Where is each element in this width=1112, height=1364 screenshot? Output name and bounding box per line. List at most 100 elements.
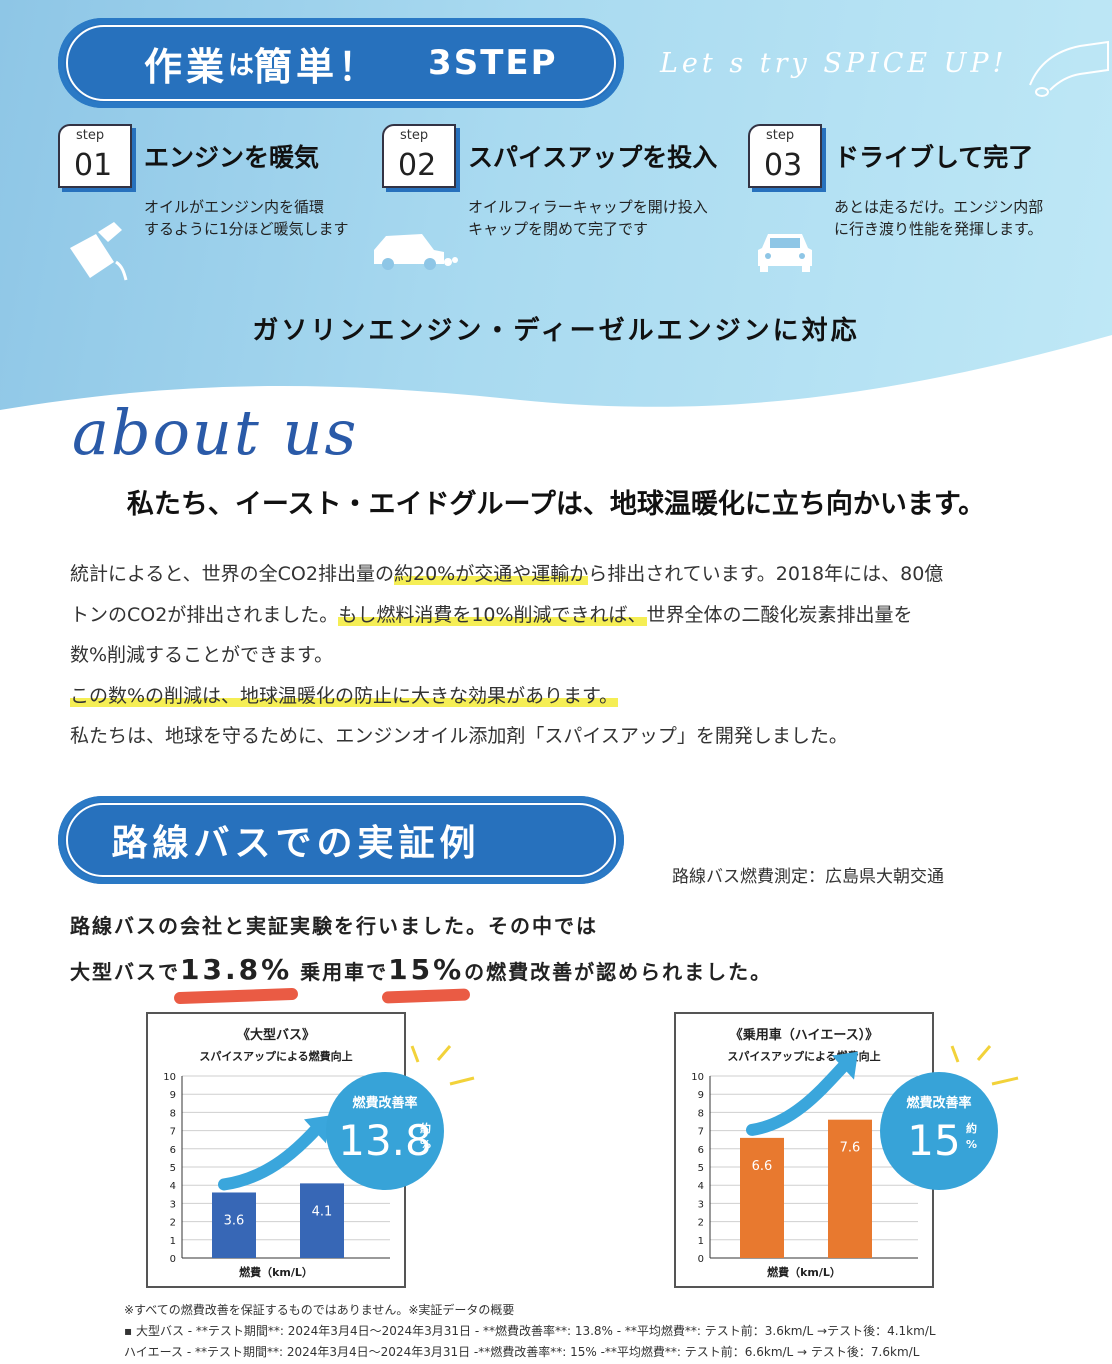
paragraph-line: 私たちは、地球を守るために、エンジンオイル添加剤「スパイスアップ」を開発しました… xyxy=(70,716,1070,757)
y-tick-label: 10 xyxy=(691,1072,704,1083)
header-title-main: 作業 xyxy=(144,44,229,89)
car-front-icon xyxy=(758,234,812,272)
badge-label: 燃費改善率 xyxy=(352,1096,418,1111)
y-tick-label: 0 xyxy=(170,1254,176,1265)
step-badge: step 03 xyxy=(748,124,822,188)
paragraph-line: この数%の削減は、地球温暖化の防止に大きな効果があります。 xyxy=(70,676,1070,717)
y-tick-label: 10 xyxy=(163,1072,176,1083)
sparkle-lines xyxy=(950,1045,1019,1086)
badge-unit-bottom: % xyxy=(966,1138,978,1151)
bar-value-label: 7.6 xyxy=(840,1141,861,1156)
y-tick-label: 5 xyxy=(170,1163,176,1174)
bus-summary: 路線バスの会社と実証実験を行いました。その中では 大型バスで 13.8% 乗用車で 1… xyxy=(70,904,773,1005)
y-tick-label: 2 xyxy=(170,1218,176,1229)
line-text: 私たちは、地球を守るために、エンジンオイル添加剤「スパイスアップ」を開発しました… xyxy=(70,725,848,747)
y-tick-label: 8 xyxy=(698,1108,704,1119)
summary-text: 大型バスで xyxy=(70,960,180,984)
bar xyxy=(740,1137,784,1258)
car-improvement-value: 15% xyxy=(381,948,471,1004)
bus-improvement-badge: 燃費改善率 13.8 約 % xyxy=(326,1072,444,1190)
bus-summary-line1: 路線バスの会社と実証実験を行いました。その中では xyxy=(70,914,598,938)
y-tick-label: 7 xyxy=(698,1127,704,1138)
y-tick-label: 3 xyxy=(170,1199,176,1210)
car-chart-plot: 0 1 2 3 4 5 6 7 8 9 10 6.6 7.6 xyxy=(691,1051,918,1265)
badge-value: 13.8 xyxy=(338,1116,432,1165)
hero-wave xyxy=(0,335,1112,440)
footnote-line: ハイエース - **テスト期間**: 2024年3月4日〜2024年3月31日 … xyxy=(124,1345,920,1359)
header-title-ha: は xyxy=(228,50,255,81)
about-paragraph: 統計によると、世界の全CO2排出量の約20%が交通や運輸から排出されています。2… xyxy=(70,554,1070,757)
summary-text: の燃費改善が認められました。 xyxy=(464,960,773,984)
bar xyxy=(212,1192,256,1258)
chart-subtitle: スパイスアップによる燃費向上 xyxy=(199,1050,353,1063)
oil-can-icon xyxy=(70,222,128,281)
bar xyxy=(828,1119,872,1258)
about-heading: about us xyxy=(72,396,359,469)
y-tick-label: 3 xyxy=(698,1199,704,1210)
y-tick-label: 4 xyxy=(698,1181,704,1192)
y-tick-label: 1 xyxy=(170,1236,176,1247)
step-label: step xyxy=(76,128,105,143)
step-badge: step 01 xyxy=(58,124,132,188)
step-number: 03 xyxy=(764,148,803,183)
line-text: 統計によると、世界の全CO2排出量の xyxy=(70,563,394,585)
y-tick-label: 7 xyxy=(170,1127,176,1138)
about-headline: 私たち、イースト・エイドグループは、地球温暖化に立ち向かいます。 xyxy=(126,489,986,520)
bar-value-label: 3.6 xyxy=(224,1213,245,1228)
step-label: step xyxy=(400,128,429,143)
footnote-line: ▪ 大型バス - **テスト期間**: 2024年3月4日〜2024年3月31日… xyxy=(124,1324,936,1338)
step-badge: step 02 xyxy=(382,124,456,188)
footnotes: ※すべての燃費改善を保証するものではありません。※実証データの概要 ▪ 大型バス… xyxy=(124,1300,936,1363)
trend-arrow-head xyxy=(304,1115,330,1144)
sparkle-lines xyxy=(410,1045,475,1086)
trend-arrow-head xyxy=(832,1051,858,1080)
y-tick-label: 2 xyxy=(698,1218,704,1229)
line-text: トンのCO2が排出されました。 xyxy=(70,603,339,626)
step-title: スパイスアップを投入 xyxy=(468,143,718,172)
bus-section-pill: 路線バスでの実証例 xyxy=(58,796,624,884)
header-tagline: Let s try SPICE UP! xyxy=(660,48,1008,79)
y-tick-label: 9 xyxy=(170,1090,176,1101)
y-tick-label: 9 xyxy=(698,1090,704,1101)
bar xyxy=(300,1183,344,1258)
header-pill: 作業 は 簡単！ 3STEP xyxy=(58,18,624,108)
paragraph-line: トンのCO2が排出されました。もし燃料消費を10%削減できれば、世界全体の二酸化… xyxy=(70,595,1070,636)
chart-xlabel: 燃費（km/L） xyxy=(767,1266,841,1279)
highlight-text: この数%の削減は、地球温暖化の防止に大きな効果があります。 xyxy=(70,684,619,707)
car-improvement-badge: 燃費改善率 15 約 % xyxy=(880,1072,998,1190)
badge-value: 15 xyxy=(907,1116,961,1165)
badge-unit-bottom: % xyxy=(420,1138,432,1151)
footnote-line: ※すべての燃費改善を保証するものではありません。※実証データの概要 xyxy=(124,1303,515,1317)
bus-summary-line2: 大型バスで 13.8% 乗用車で 15%の燃費改善が認められました。 xyxy=(70,948,773,1005)
summary-text: 乗用車で xyxy=(300,960,389,984)
y-tick-label: 5 xyxy=(698,1163,704,1174)
chart-xlabel: 燃費（km/L） xyxy=(239,1266,313,1279)
step-title: ドライブして完了 xyxy=(834,143,1034,172)
bar-value-label: 4.1 xyxy=(312,1204,333,1219)
bus-improvement-value: 13.8% xyxy=(173,948,299,1005)
badge-label: 燃費改善率 xyxy=(906,1096,972,1111)
y-tick-label: 6 xyxy=(698,1145,704,1156)
step-label: step xyxy=(766,128,795,143)
highlight-text: もし燃料消費を10%削減できれば、 xyxy=(338,603,647,626)
y-tick-label: 1 xyxy=(698,1236,704,1247)
hand-spoon-icon xyxy=(1029,40,1109,97)
y-tick-label: 8 xyxy=(170,1108,176,1119)
y-tick-label: 6 xyxy=(170,1145,176,1156)
line-text: 世界全体の二酸化炭素排出量を xyxy=(646,603,913,626)
y-tick-label: 4 xyxy=(170,1181,176,1192)
step-title: エンジンを暖気 xyxy=(144,143,320,172)
paragraph-line: 統計によると、世界の全CO2排出量の約20%が交通や運輸から排出されています。2… xyxy=(70,554,1070,595)
header-title-easy: 簡単！ xyxy=(254,44,381,89)
step-number: 02 xyxy=(398,148,437,183)
bus-chart-plot: 0 1 2 3 4 5 6 7 8 9 10 3.6 4.1 xyxy=(163,1072,390,1265)
paragraph-line: 数%削減することができます。 xyxy=(70,635,1070,676)
chart-title: 《乗用車（ハイエース）》 xyxy=(729,1028,879,1043)
bus-section-title: 路線バスでの実証例 xyxy=(111,823,481,864)
car-side-icon xyxy=(374,234,458,270)
step-desc: オイルがエンジン内を循環 するように1分ほど暖気します xyxy=(144,198,349,238)
highlight-text: 約20%が交通や運輸か xyxy=(393,563,589,585)
bus-source: 路線バス燃費測定：広島県大朝交通 xyxy=(672,867,944,887)
trend-arrow xyxy=(746,1059,850,1136)
bar-value-label: 6.6 xyxy=(752,1159,773,1174)
